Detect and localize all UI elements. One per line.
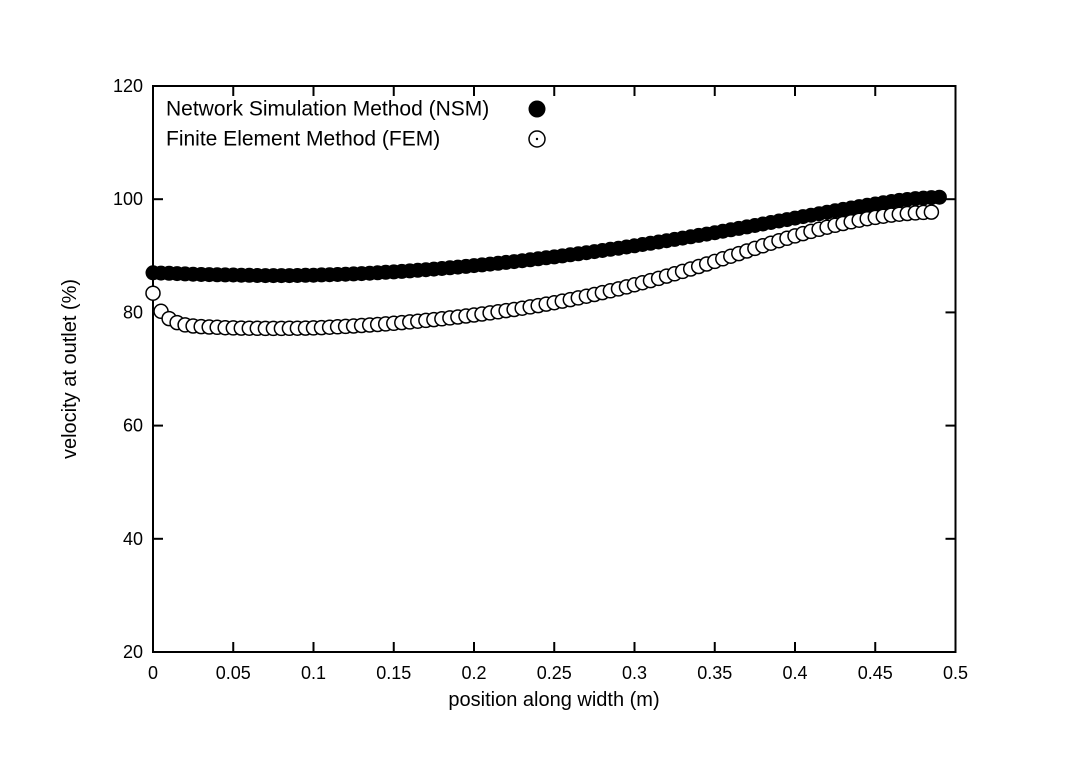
- x-tick-label: 0.5: [943, 663, 968, 683]
- x-tick-label: 0: [148, 663, 158, 683]
- nsm-point: [931, 189, 947, 205]
- x-tick-label: 0.35: [697, 663, 732, 683]
- x-tick-label: 0.45: [858, 663, 893, 683]
- fem-point: [923, 204, 940, 220]
- open-circle-center-dot-icon: [535, 137, 539, 141]
- axis-ticks: [152, 85, 957, 653]
- x-tick-label: 0.05: [216, 663, 251, 683]
- x-tick-label: 0.15: [376, 663, 411, 683]
- fem-point: [145, 285, 161, 301]
- x-tick-label: 0.4: [782, 663, 807, 683]
- x-tick-label: 0.25: [537, 663, 572, 683]
- y-axis-title: velocity at outlet (%): [59, 279, 81, 459]
- axis-tick-labels: 0 0.05 0.1 0.15 0.2 0.25 0.3 0.35 0.4 0.45 0.5 20 40…: [113, 76, 968, 683]
- y-tick-label: 40: [123, 529, 143, 549]
- x-tick-label: 0.1: [301, 663, 326, 683]
- plot-border: [152, 85, 957, 653]
- x-axis-title: position along width (m): [448, 689, 659, 711]
- x-tick-label: 0.2: [461, 663, 486, 683]
- x-tick-label: 0.3: [622, 663, 647, 683]
- legend-label-fem: Finite Element Method (FEM): [166, 128, 440, 151]
- y-tick-label: 100: [113, 189, 143, 209]
- series-layer: [145, 189, 947, 337]
- series-nsm: [145, 189, 947, 284]
- y-tick-label: 60: [123, 416, 143, 436]
- y-tick-label: 80: [123, 302, 143, 322]
- y-tick-label: 20: [123, 642, 143, 662]
- legend: Network Simulation Method (NSM) Finite E…: [166, 98, 546, 151]
- y-tick-label: 120: [113, 76, 143, 96]
- filled-circle-icon: [528, 100, 546, 118]
- series-fem: [145, 204, 940, 337]
- legend-label-nsm: Network Simulation Method (NSM): [166, 98, 489, 121]
